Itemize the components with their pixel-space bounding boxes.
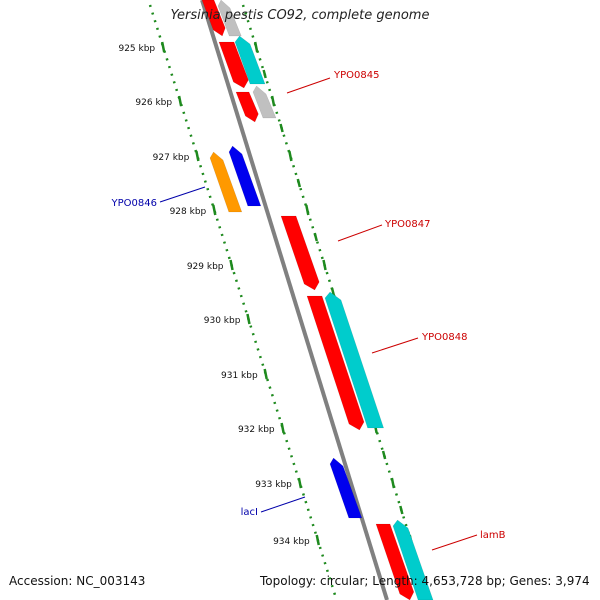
ruler-tick-outer [270,95,276,107]
genome-backbone [200,0,389,600]
ruler-tick-outer [253,41,259,53]
ruler-minor-tick [262,69,267,79]
ruler-tick-inner [315,534,320,546]
gene-bar-blue [329,457,363,519]
gene-bar-red [306,295,365,431]
gene-label-leader [431,534,478,551]
ruler-tick-inner [229,259,234,271]
ruler-tick-inner [263,368,268,380]
ruler-tick-inner [212,204,217,216]
kbp-tick-label: 933 kbp [255,480,292,490]
gene-label-leader [260,496,306,513]
gene-bar-red [235,91,259,123]
kbp-tick-label: 928 kbp [170,207,207,217]
gene-label-leader [286,77,331,94]
gene-label-leader [337,224,383,242]
gene-bar-red [218,41,249,89]
ruler-minor-tick [296,178,302,188]
kbp-tick-label: 930 kbp [204,316,241,326]
ruler-tick-outer [305,204,310,216]
topology-text: Topology: circular; Length: 4,653,728 bp… [260,574,590,588]
gene-bar-cyan [324,291,384,429]
ruler-tick-inner [246,313,251,325]
gene-label[interactable]: YPO0845 [333,70,379,81]
gene-bar-gray [217,0,242,37]
kbp-tick-label: 926 kbp [135,98,172,108]
gene-label-leader [159,186,206,203]
gene-label[interactable]: YPO0847 [384,219,430,230]
gene-bar-red [201,0,226,37]
accession-text: Accession: NC_003143 [9,574,146,588]
ruler-minor-tick [279,123,284,133]
gene-bar-red [375,523,415,600]
gene-bar-cyan [234,35,266,85]
gene-label-leader [371,337,419,354]
gene-bar-blue [228,145,262,207]
map-title: Yersinia pestis CO92, complete genome [170,8,430,23]
ruler-tick-outer [322,259,327,271]
ruler-minor-tick [313,232,318,242]
ruler-minor-tick [381,450,387,460]
gene-labels: YPO0845 YPO0846 YPO0847 YPO0848 lacI lamB [111,70,506,551]
ruler-tick-inner [160,41,166,53]
gene-label[interactable]: lacI [241,507,258,518]
ruler-tick-outer [390,477,396,489]
gene-features [201,0,434,600]
gene-bar-gray [252,85,277,119]
kbp-tick-label: 931 kbp [221,371,258,381]
kbp-tick-label: 927 kbp [153,153,190,163]
kbp-tick-label: 934 kbp [273,537,310,547]
ruler-tick-inner [280,422,285,434]
ruler-tick-inner [297,477,303,489]
kbp-tick-label: 925 kbp [118,44,155,54]
gene-label[interactable]: lamB [480,530,506,541]
gene-bar-red [280,215,320,291]
gene-label[interactable]: YPO0846 [111,198,157,209]
ruler-tick-inner [177,95,183,107]
gene-bar-orange [209,151,243,213]
ruler-tick-outer [288,150,293,162]
kbp-tick-label: 932 kbp [238,425,275,435]
kbp-tick-label: 929 kbp [187,262,224,272]
ruler-tick-inner [195,150,200,162]
gene-label[interactable]: YPO0848 [421,332,467,343]
kbp-tick-labels: 925 kbp 926 kbp 927 kbp 928 kbp 929 kbp 930 k… [118,41,422,572]
gene-bar-cyan [392,519,434,600]
ruler-minor-tick [399,505,404,515]
